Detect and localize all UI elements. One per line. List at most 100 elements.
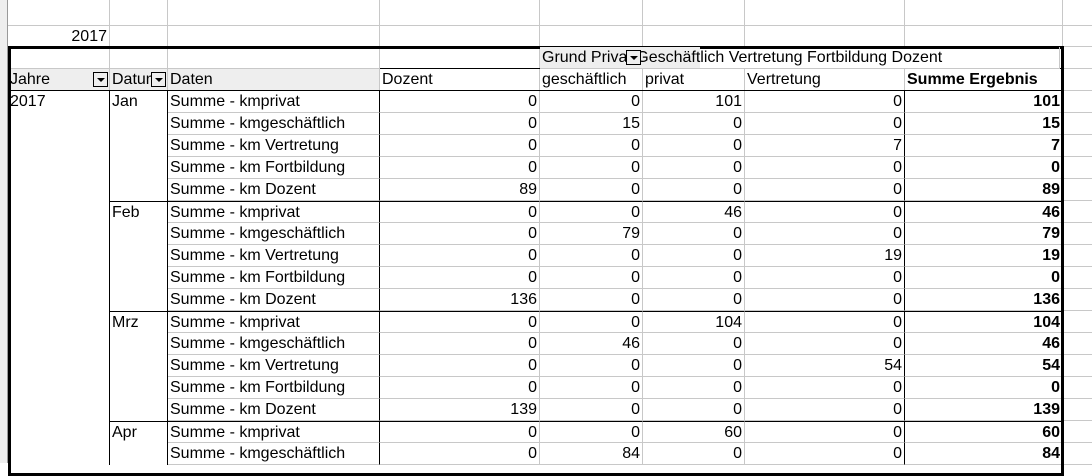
month-cell[interactable]: [110, 289, 168, 311]
value-cell[interactable]: 0: [380, 201, 540, 223]
cell[interactable]: [745, 26, 905, 47]
value-cell[interactable]: 0: [540, 157, 643, 179]
year-cell[interactable]: [8, 377, 110, 399]
total-cell[interactable]: 101: [905, 91, 1063, 113]
year-cell[interactable]: [8, 421, 110, 443]
cell[interactable]: [1063, 223, 1092, 245]
value-cell[interactable]: 0: [643, 135, 745, 157]
value-cell[interactable]: 0: [540, 289, 643, 311]
value-cell[interactable]: 0: [745, 443, 905, 465]
value-cell[interactable]: 0: [643, 245, 745, 267]
total-cell[interactable]: 0: [905, 157, 1063, 179]
total-cell[interactable]: 139: [905, 399, 1063, 421]
value-cell[interactable]: 0: [745, 157, 905, 179]
value-cell[interactable]: 0: [643, 377, 745, 399]
value-cell[interactable]: 84: [540, 443, 643, 465]
value-cell[interactable]: 0: [540, 135, 643, 157]
column-header[interactable]: Dozent: [380, 69, 540, 91]
value-cell[interactable]: 0: [643, 333, 745, 355]
cell[interactable]: [745, 0, 905, 26]
value-cell[interactable]: 54: [745, 355, 905, 377]
year-cell[interactable]: [8, 157, 110, 179]
value-cell[interactable]: 0: [745, 267, 905, 289]
total-cell[interactable]: 0: [905, 267, 1063, 289]
value-cell[interactable]: 19: [745, 245, 905, 267]
total-cell[interactable]: 89: [905, 179, 1063, 201]
month-cell[interactable]: [110, 355, 168, 377]
value-cell[interactable]: 0: [745, 201, 905, 223]
total-cell[interactable]: 104: [905, 311, 1063, 333]
total-cell[interactable]: 7: [905, 135, 1063, 157]
cell[interactable]: [1063, 311, 1092, 333]
value-cell[interactable]: 0: [643, 443, 745, 465]
value-cell[interactable]: 0: [643, 179, 745, 201]
value-cell[interactable]: 0: [643, 267, 745, 289]
year-cell[interactable]: [8, 443, 110, 465]
value-cell[interactable]: 7: [745, 135, 905, 157]
month-cell[interactable]: [110, 135, 168, 157]
month-cell[interactable]: Mrz: [110, 311, 168, 333]
value-cell[interactable]: 0: [380, 135, 540, 157]
value-cell[interactable]: 0: [643, 223, 745, 245]
value-cell[interactable]: 0: [380, 377, 540, 399]
row-label[interactable]: Summe - kmgeschäftlich: [168, 333, 380, 355]
cell[interactable]: [1063, 245, 1092, 267]
month-cell[interactable]: [110, 179, 168, 201]
value-cell[interactable]: 0: [745, 91, 905, 113]
total-cell[interactable]: 15: [905, 113, 1063, 135]
row-label[interactable]: Summe - km Vertretung: [168, 245, 380, 267]
year-cell[interactable]: [8, 311, 110, 333]
year-cell[interactable]: [8, 267, 110, 289]
column-field-dropdown-icon[interactable]: [626, 50, 641, 65]
row-label[interactable]: Summe - km Dozent: [168, 399, 380, 421]
value-cell[interactable]: 0: [745, 179, 905, 201]
month-cell[interactable]: [110, 333, 168, 355]
cell[interactable]: [1063, 289, 1092, 311]
value-cell[interactable]: 0: [380, 333, 540, 355]
cell[interactable]: [643, 26, 745, 47]
value-cell[interactable]: 0: [745, 377, 905, 399]
value-cell[interactable]: 0: [380, 245, 540, 267]
value-cell[interactable]: 0: [643, 157, 745, 179]
cell[interactable]: [1063, 333, 1092, 355]
value-cell[interactable]: 0: [540, 399, 643, 421]
cell[interactable]: [643, 0, 745, 26]
cell[interactable]: [1063, 113, 1092, 135]
cell[interactable]: [380, 26, 540, 47]
value-cell[interactable]: 0: [540, 245, 643, 267]
row-label[interactable]: Summe - kmprivat: [168, 311, 380, 333]
value-cell[interactable]: 104: [643, 311, 745, 333]
row-label[interactable]: Summe - km Fortbildung: [168, 157, 380, 179]
total-cell[interactable]: 136: [905, 289, 1063, 311]
row-field-header-2[interactable]: Daten: [168, 69, 380, 91]
total-cell[interactable]: 84: [905, 443, 1063, 465]
cell[interactable]: 2017: [8, 26, 110, 47]
row-field-header-0[interactable]: Jahre: [8, 69, 110, 91]
row-label[interactable]: Summe - kmprivat: [168, 91, 380, 113]
row-label[interactable]: Summe - kmgeschäftlich: [168, 443, 380, 465]
value-cell[interactable]: 0: [745, 223, 905, 245]
cell[interactable]: [110, 26, 168, 47]
year-cell[interactable]: [8, 135, 110, 157]
value-cell[interactable]: 0: [380, 157, 540, 179]
value-cell[interactable]: 0: [745, 289, 905, 311]
year-cell[interactable]: [8, 223, 110, 245]
year-cell[interactable]: [8, 245, 110, 267]
month-cell[interactable]: [110, 157, 168, 179]
cell[interactable]: [905, 26, 1063, 47]
total-cell[interactable]: 46: [905, 201, 1063, 223]
cell[interactable]: [110, 47, 168, 69]
cell[interactable]: [168, 26, 380, 47]
cell[interactable]: [540, 26, 643, 47]
month-cell[interactable]: Apr: [110, 421, 168, 443]
cell[interactable]: [905, 0, 1063, 26]
row-label[interactable]: Summe - km Dozent: [168, 179, 380, 201]
total-cell[interactable]: 60: [905, 421, 1063, 443]
value-cell[interactable]: 60: [643, 421, 745, 443]
row-label[interactable]: Summe - km Fortbildung: [168, 377, 380, 399]
cell[interactable]: [1063, 47, 1092, 69]
cell[interactable]: [1063, 157, 1092, 179]
value-cell[interactable]: 0: [745, 399, 905, 421]
value-cell[interactable]: 0: [540, 311, 643, 333]
value-cell[interactable]: 0: [745, 421, 905, 443]
